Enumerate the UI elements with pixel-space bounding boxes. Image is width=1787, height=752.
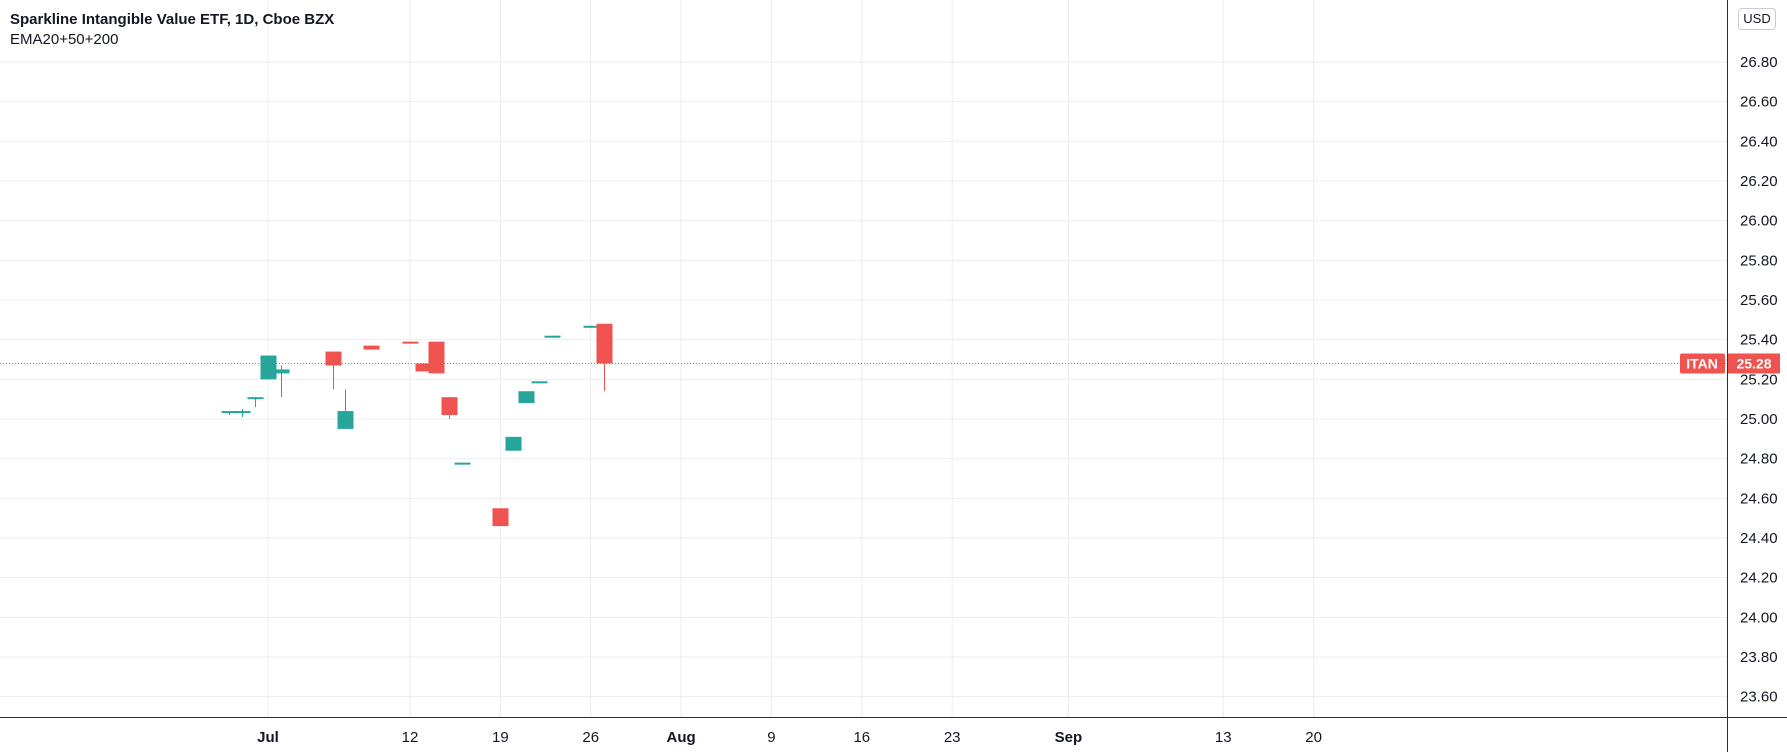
chart-legend[interactable]: Sparkline Intangible Value ETF, 1D, Cboe… xyxy=(10,10,334,50)
price-tick-label: 26.40 xyxy=(1740,133,1778,150)
time-axis[interactable]: Jul 12 19 26 Aug 9 16 23 Sep 13 20 xyxy=(257,729,1322,746)
candle-body xyxy=(492,508,509,527)
candle xyxy=(221,411,238,416)
symbol-badge xyxy=(1680,353,1725,374)
currency-button[interactable]: USD xyxy=(1738,8,1776,30)
candle-body xyxy=(234,411,251,414)
price-tick-label: 25.00 xyxy=(1740,411,1778,428)
candle xyxy=(531,381,548,384)
time-tick-label: 23 xyxy=(944,729,961,746)
price-tick-label: 23.80 xyxy=(1740,649,1778,666)
candle-body xyxy=(260,355,277,380)
price-badge xyxy=(1728,353,1780,374)
candle xyxy=(415,363,432,372)
indicator-label[interactable]: EMA20+50+200 xyxy=(10,31,119,48)
price-tick-label: 26.60 xyxy=(1740,94,1778,111)
price-tick-label: 24.40 xyxy=(1740,530,1778,547)
price-tick-label: 24.80 xyxy=(1740,451,1778,468)
candle-body xyxy=(441,397,458,416)
time-tick-label: 9 xyxy=(767,729,775,746)
candle xyxy=(518,391,535,404)
price-tick-label: 26.20 xyxy=(1740,173,1778,190)
candle-body xyxy=(505,436,522,451)
candle xyxy=(492,508,509,527)
candle xyxy=(260,355,277,380)
time-tick-label: Jul xyxy=(257,729,279,746)
price-tick-label: 25.40 xyxy=(1740,332,1778,349)
time-tick-label: 19 xyxy=(492,729,509,746)
price-tick-label: 26.80 xyxy=(1740,54,1778,71)
grid-lines xyxy=(0,0,1727,717)
candle xyxy=(273,365,290,398)
time-tick-label: 20 xyxy=(1305,729,1322,746)
candle xyxy=(337,389,354,429)
time-tick-label: Sep xyxy=(1055,729,1083,746)
candles[interactable] xyxy=(221,323,613,527)
candle-body xyxy=(221,411,238,414)
candle xyxy=(441,397,458,419)
candle xyxy=(544,335,561,338)
time-tick-label: 16 xyxy=(853,729,870,746)
price-tick-label: 25.20 xyxy=(1740,371,1778,388)
candle-body xyxy=(531,381,548,384)
symbol-title[interactable]: Sparkline Intangible Value ETF, 1D, Cboe… xyxy=(10,11,335,28)
candle xyxy=(247,397,264,408)
candle xyxy=(454,462,471,465)
candle xyxy=(596,323,613,392)
price-badge-text: 25.28 xyxy=(1736,355,1771,371)
candle-body xyxy=(544,335,561,338)
candle xyxy=(363,345,380,350)
time-tick-label: Aug xyxy=(667,729,696,746)
time-tick-label: 12 xyxy=(402,729,419,746)
time-tick-label: 13 xyxy=(1215,729,1232,746)
price-tick-label: 26.00 xyxy=(1740,213,1778,230)
time-tick-label: 26 xyxy=(582,729,599,746)
candle xyxy=(325,351,342,390)
candle-body xyxy=(247,397,264,400)
price-tick-label: 24.00 xyxy=(1740,609,1778,626)
price-axis[interactable]: 23.60 23.80 24.00 24.20 24.40 24.60 24.80 25.00… xyxy=(1740,54,1778,706)
candle-body xyxy=(337,411,354,429)
price-tick-label: 25.80 xyxy=(1740,252,1778,269)
candle-body xyxy=(596,323,613,364)
candle-body xyxy=(428,341,445,374)
candle-body xyxy=(402,341,419,344)
candle xyxy=(402,341,419,344)
candle-body xyxy=(583,325,600,328)
candle-body xyxy=(273,369,290,374)
candle-body xyxy=(325,351,342,366)
candle xyxy=(583,325,600,328)
price-tick-label: 25.60 xyxy=(1740,292,1778,309)
symbol-badge-text: ITAN xyxy=(1686,355,1718,371)
price-tick-label: 23.60 xyxy=(1740,689,1778,706)
candle-body xyxy=(415,363,432,372)
last-price-badge: ITAN 25.28 xyxy=(1680,353,1780,374)
candle xyxy=(505,436,522,451)
candle-body xyxy=(454,462,471,465)
candle-body xyxy=(363,345,380,350)
candle xyxy=(234,409,251,418)
candle xyxy=(428,341,445,374)
candle-body xyxy=(518,391,535,404)
price-tick-label: 24.60 xyxy=(1740,490,1778,507)
price-tick-label: 24.20 xyxy=(1740,570,1778,587)
